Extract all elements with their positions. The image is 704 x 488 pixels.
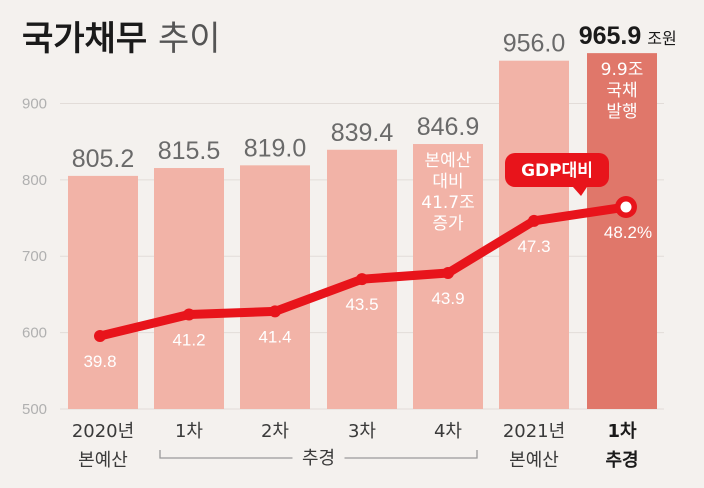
group-bracket (159, 450, 478, 459)
legend-badge-label: GDP대비 (521, 161, 593, 181)
line-point (269, 305, 281, 318)
value-unit: 조원 (647, 29, 676, 48)
y-tick-label: 700 (22, 248, 47, 265)
bar (587, 53, 657, 409)
annotation-text: 증가 (432, 214, 464, 234)
ratio-label: 43.5 (345, 295, 378, 314)
x-category-label: 2차 (261, 421, 289, 442)
bar (68, 175, 138, 409)
bar-value-label: 819.0 (244, 134, 307, 162)
y-tick-label: 900 (22, 95, 47, 112)
annotation-text: 대비 (432, 172, 463, 192)
ratio-label: 39.8 (83, 352, 116, 371)
x-category-label: 3차 (348, 421, 376, 442)
ratio-label: 48.2% (604, 223, 652, 242)
line-point (356, 273, 368, 286)
line-point-center (620, 201, 632, 213)
bar-value-label: 815.5 (158, 137, 221, 165)
bar-value-label: 956.0 (503, 30, 566, 58)
group-label: 추경 (302, 448, 335, 469)
annotation-text: 국채 (606, 81, 637, 101)
x-category-label: 2021년 (503, 421, 565, 442)
y-tick-label: 800 (22, 172, 47, 189)
chart-title: 국가채무 (22, 19, 147, 59)
ratio-label: 43.9 (431, 289, 464, 308)
ratio-label: 41.2 (172, 331, 205, 350)
x-category-label: 1차 (175, 421, 203, 442)
chart-subtitle: 추이 (158, 19, 221, 59)
bar-value-label: 965.9 (579, 22, 642, 50)
y-tick-label: 500 (22, 401, 47, 418)
x-category-sublabel: 추경 (605, 450, 638, 471)
y-tick-label: 600 (22, 325, 47, 342)
bar (154, 168, 224, 409)
bar-value-label: 846.9 (417, 113, 480, 141)
line-point (528, 214, 540, 227)
annotation-text: 41.7조 (421, 193, 475, 213)
bar-value-label: 839.4 (331, 119, 394, 147)
x-category-sublabel: 본예산 (78, 450, 128, 471)
ratio-label: 47.3 (517, 237, 550, 256)
line-point (94, 330, 106, 342)
annotation-text: 9.9조 (601, 60, 644, 80)
annotation-text: 발행 (606, 102, 637, 122)
bar-value-label: 805.2 (72, 145, 135, 173)
x-category-label: 2020년 (72, 421, 134, 442)
x-category-label: 1차 (607, 421, 637, 442)
line-point (442, 267, 454, 280)
line-point (183, 308, 195, 321)
bar (240, 165, 310, 409)
legend-badge-pointer (573, 187, 587, 196)
legend-badge (505, 153, 609, 187)
ratio-label: 41.4 (258, 327, 291, 346)
x-category-sublabel: 본예산 (509, 450, 559, 471)
x-category-label: 4차 (434, 421, 462, 442)
annotation-text: 본예산 (425, 151, 472, 171)
